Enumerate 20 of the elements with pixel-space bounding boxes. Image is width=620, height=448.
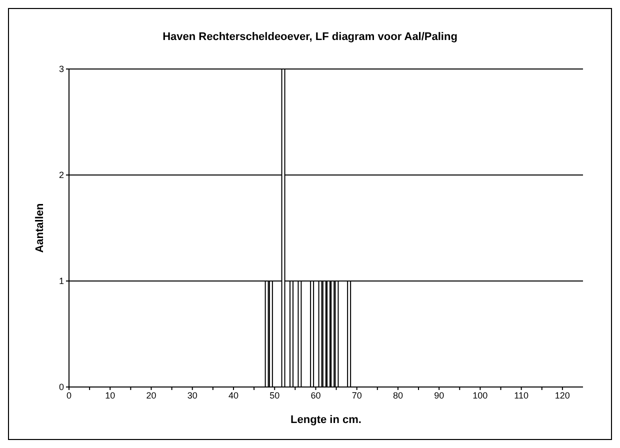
x-tick-label: 40 [228,390,238,400]
x-tick-label: 0 [66,390,72,400]
x-tick-label: 60 [310,390,321,400]
x-tick-label: 90 [434,390,444,400]
x-tick-label: 30 [187,390,198,400]
x-tick-label: 10 [105,390,116,400]
y-tick-label: 2 [58,170,64,180]
x-tick-label: 50 [270,390,280,400]
y-axis-title: Aantallen [34,202,46,253]
y-tick-label: 0 [58,382,64,392]
y-tick-label: 3 [58,64,64,74]
chart-title: Haven Rechterscheldeoever, LF diagram voor Aal/Paling [162,31,458,43]
x-axis-title: Lengte in cm. [290,414,362,426]
y-tick-label: 1 [58,276,64,286]
x-tick-label: 70 [352,390,362,400]
x-tick-label: 20 [146,390,156,400]
x-tick-label: 80 [392,390,403,400]
x-tick-label: 100 [472,390,488,400]
x-tick-label: 110 [514,390,528,400]
x-tick-label: 120 [554,390,570,400]
